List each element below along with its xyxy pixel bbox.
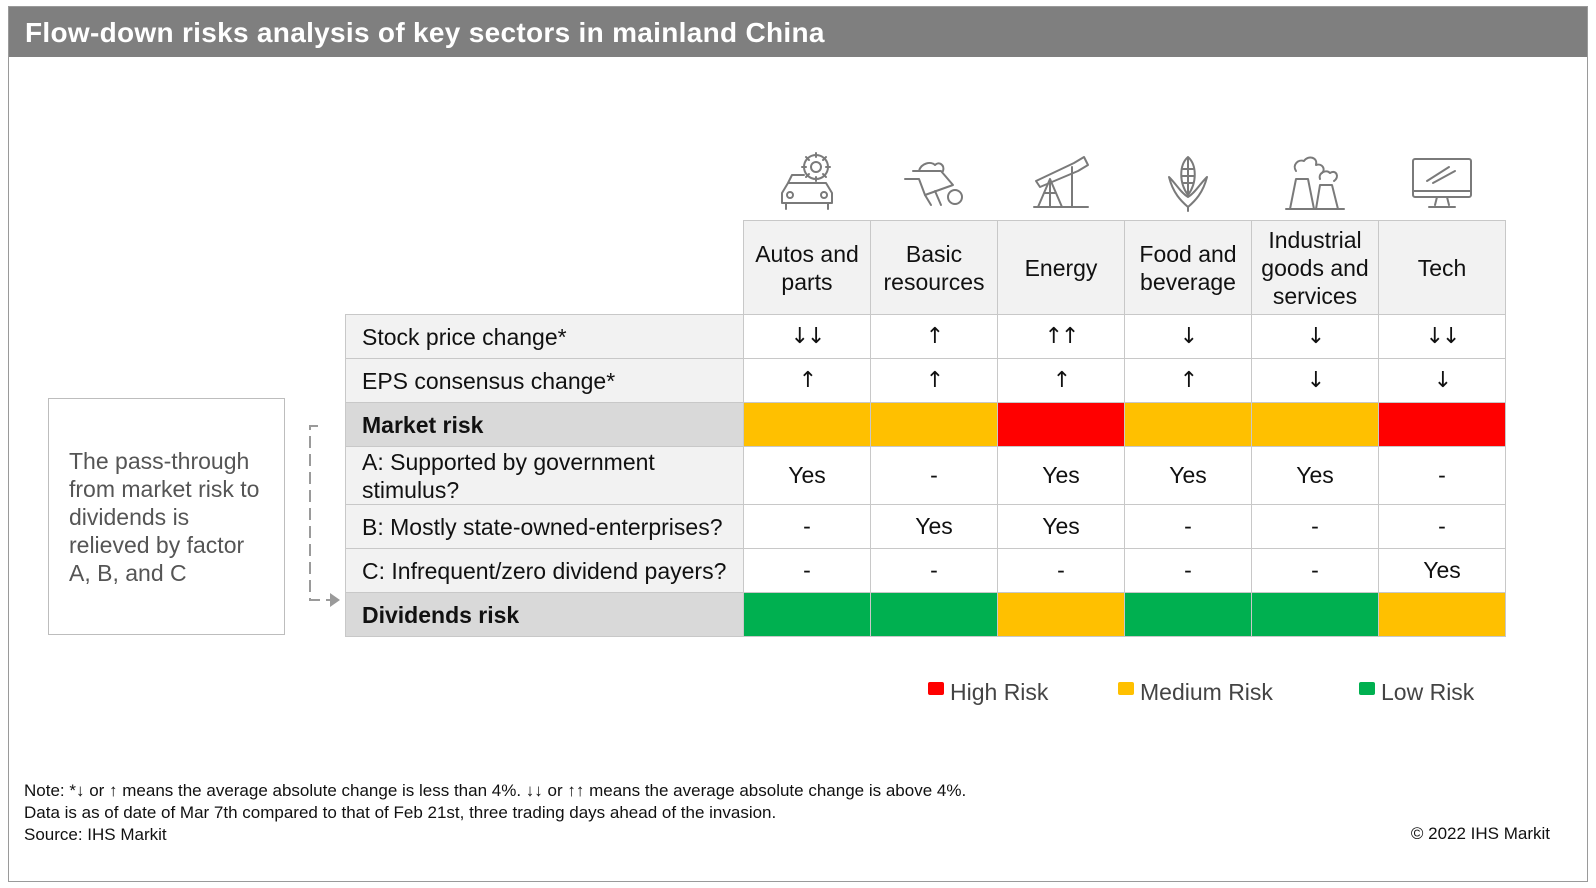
legend-swatch-low [1359,681,1375,695]
row-label: Stock price change* [345,314,744,359]
change-arrow-cell: ↑ [743,358,871,403]
table-header-row: Autos and parts Basic resources Energy Food… [346,220,1506,315]
data-date-line: Data is as of date of Mar 7th compared t… [24,803,777,822]
side-note-box: The pass-through from market risk to div… [48,398,285,635]
title-bar: Flow-down risks analysis of key sectors … [9,7,1587,57]
change-arrow-cell: ↑ [870,314,998,359]
factor-cell: Yes [870,504,998,549]
risk-cell-medium [1251,402,1379,447]
row-label: C: Infrequent/zero dividend payers? [345,548,744,593]
change-arrow-cell: ↓↓ [1378,314,1506,359]
flow-bracket-connector [309,425,340,607]
factor-cell: - [1251,504,1379,549]
risk-cell-high [1378,402,1506,447]
monitor-icon [1378,148,1505,216]
sector-header: Basic resources [870,220,998,315]
factor-cell: Yes [743,446,871,505]
risk-cell-low [870,592,998,637]
change-arrow-cell: ↑↑ [997,314,1125,359]
footnote-line: Note: *↓ or ↑ means the average absolute… [24,781,967,800]
factor-cell: - [1124,548,1252,593]
risk-cell-medium [1124,402,1252,447]
change-arrow-cell: ↓ [1378,358,1506,403]
risk-table: Autos and parts Basic resources Energy Food… [345,220,1506,637]
factor-cell: - [1378,446,1506,505]
table-row: EPS consensus change* ↑ ↑ ↑ ↑ ↓ ↓ [345,358,1506,403]
wheelbarrow-icon [870,148,997,216]
row-label: Market risk [345,402,744,447]
corn-icon [1124,148,1251,216]
risk-cell-medium [743,402,871,447]
risk-cell-medium [1378,592,1506,637]
header-blank-cell [346,221,744,315]
table-row: Dividends risk [345,592,1506,637]
factor-cell: - [743,504,871,549]
factory-icon [1251,148,1378,216]
factor-cell: Yes [997,504,1125,549]
legend-item-medium: Medium Risk [1118,676,1273,708]
copyright-text: © 2022 IHS Markit [1410,824,1550,843]
factor-cell: - [1124,504,1252,549]
sector-header: Energy [997,220,1125,315]
risk-cell-low [1251,592,1379,637]
risk-cell-high [997,402,1125,447]
change-arrow-cell: ↑ [1124,358,1252,403]
table-row: Stock price change* ↓↓ ↑ ↑↑ ↓ ↓ ↓↓ [345,314,1506,359]
table-row: C: Infrequent/zero dividend payers? - - - - -… [345,548,1506,593]
legend-item-high: High Risk [928,676,1048,708]
change-arrow-cell: ↓↓ [743,314,871,359]
factor-cell: Yes [1251,446,1379,505]
legend-swatch-medium [1118,681,1134,695]
table-row: Market risk [345,402,1506,447]
risk-cell-low [743,592,871,637]
risk-cell-medium [997,592,1125,637]
risk-cell-medium [870,402,998,447]
row-label: B: Mostly state-owned-enterprises? [345,504,744,549]
factor-cell: - [1251,548,1379,593]
legend-swatch-high [928,681,944,695]
legend-item-low: Low Risk [1359,676,1474,708]
source-line: Source: IHS Markit [24,825,167,844]
factor-cell: - [997,548,1125,593]
oil-pump-icon [997,148,1124,216]
legend-label-medium: Medium Risk [1140,678,1273,705]
change-arrow-cell: ↓ [1124,314,1252,359]
page-title: Flow-down risks analysis of key sectors … [25,17,825,48]
row-label: Dividends risk [345,592,744,637]
risk-cell-low [1124,592,1252,637]
change-arrow-cell: ↑ [870,358,998,403]
car-gear-icon [743,148,870,216]
factor-cell: - [870,548,998,593]
sector-header: Food and beverage [1124,220,1252,315]
table-row: A: Supported by government stimulus? Yes -… [345,446,1506,505]
factor-cell: Yes [1378,548,1506,593]
factor-cell: Yes [1124,446,1252,505]
sector-icon-row [743,148,1503,216]
legend-label-low: Low Risk [1381,678,1475,705]
sector-header: Tech [1378,220,1506,315]
factor-cell: Yes [997,446,1125,505]
change-arrow-cell: ↓ [1251,358,1379,403]
change-arrow-cell: ↑ [997,358,1125,403]
table-row: B: Mostly state-owned-enterprises? - Yes Ye… [345,504,1506,549]
row-label: EPS consensus change* [345,358,744,403]
sector-header: Industrial goods and services [1251,220,1379,315]
sector-header: Autos and parts [743,220,871,315]
row-label: A: Supported by government stimulus? [345,446,744,505]
factor-cell: - [1378,504,1506,549]
factor-cell: - [870,446,998,505]
legend-label-high: High Risk [950,678,1049,705]
factor-cell: - [743,548,871,593]
change-arrow-cell: ↓ [1251,314,1379,359]
side-note-text: The pass-through from market risk to div… [69,448,260,586]
